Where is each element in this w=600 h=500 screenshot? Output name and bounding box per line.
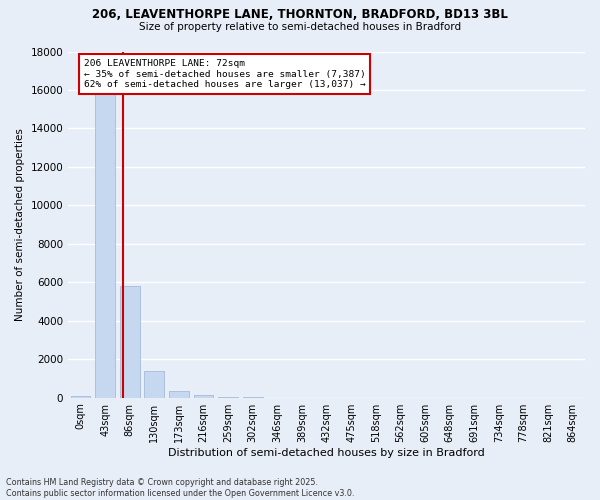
Text: 206 LEAVENTHORPE LANE: 72sqm
← 35% of semi-detached houses are smaller (7,387)
6: 206 LEAVENTHORPE LANE: 72sqm ← 35% of se…: [83, 59, 365, 89]
Bar: [218, 397, 238, 398]
Y-axis label: Number of semi-detached properties: Number of semi-detached properties: [15, 128, 25, 321]
Bar: [145, 371, 164, 398]
Bar: [95, 90, 115, 398]
Bar: [169, 391, 189, 398]
Bar: [71, 396, 91, 398]
Text: Contains HM Land Registry data © Crown copyright and database right 2025.
Contai: Contains HM Land Registry data © Crown c…: [6, 478, 355, 498]
Text: 206, LEAVENTHORPE LANE, THORNTON, BRADFORD, BD13 3BL: 206, LEAVENTHORPE LANE, THORNTON, BRADFO…: [92, 8, 508, 20]
Bar: [120, 286, 140, 398]
Bar: [194, 396, 214, 398]
Text: Size of property relative to semi-detached houses in Bradford: Size of property relative to semi-detach…: [139, 22, 461, 32]
X-axis label: Distribution of semi-detached houses by size in Bradford: Distribution of semi-detached houses by …: [168, 448, 485, 458]
